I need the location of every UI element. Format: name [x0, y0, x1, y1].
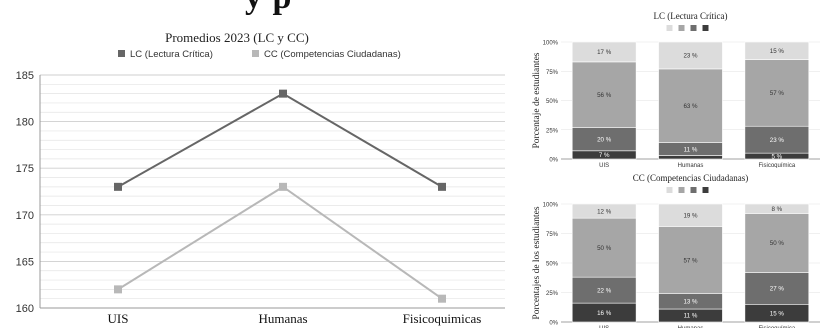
data-label: 57 % [683, 257, 698, 264]
legend-label-0: LC (Lectura Crítica) [130, 49, 213, 60]
legend-swatch-0 [118, 50, 125, 57]
y-tick-label: 100% [543, 41, 559, 47]
chart-legend [666, 187, 709, 193]
bar-segment [744, 203, 810, 214]
chart-legend: LC (Lectura Crítica) CC (Competencias Ciu… [118, 49, 401, 60]
data-label: 19 % [683, 212, 698, 219]
data-point [279, 182, 287, 191]
x-tick-label: Fisicoquímica [758, 163, 795, 168]
data-label: 11 % [684, 146, 698, 153]
data-label: 23 % [770, 137, 785, 144]
data-label: 16 % [597, 310, 612, 317]
data-label: 8 % [771, 206, 782, 213]
data-label: 23 % [683, 53, 698, 60]
cropped-page-heading: y p [0, 0, 823, 24]
bar-segment [658, 226, 723, 294]
data-label: 20 % [597, 136, 612, 143]
chart-title: Promedios 2023 (LC y CC) [165, 30, 309, 45]
legend-swatch [678, 25, 685, 31]
y-tick-label: 25% [546, 128, 559, 134]
data-point [114, 182, 122, 191]
legend-swatch [666, 25, 673, 31]
bar-segment [571, 217, 637, 278]
bar-segment [744, 125, 810, 154]
y-tick-label: 75% [546, 70, 559, 76]
y-tick-label: 170 [16, 210, 34, 222]
y-tick-label: 175 [16, 163, 34, 175]
y-tick-label: 25% [546, 291, 559, 297]
data-label: 11 % [684, 313, 698, 320]
y-tick-label: 100% [543, 203, 559, 209]
stacked-bar-chart-lc: LC (Lectura Crítica) Porcentaje de estudi… [532, 11, 820, 168]
legend-label-1: CC (Competencias Ciudadanas) [264, 49, 401, 60]
data-label: 63 % [683, 103, 698, 110]
legend-swatch-1 [252, 50, 259, 57]
bar-segment [744, 41, 810, 60]
cropped-heading-text: y p [245, 0, 292, 17]
chart-legend [666, 25, 709, 31]
y-tick-label: 160 [16, 303, 34, 315]
line-chart-promedios: Promedios 2023 (LC y CC) LC (Lectura Crít… [16, 30, 505, 326]
data-label: 15 % [770, 310, 785, 317]
data-label: 50 % [770, 240, 785, 247]
data-point [438, 294, 446, 303]
data-label: 17 % [597, 49, 612, 56]
bar-segment [744, 213, 810, 273]
bar-segment [571, 203, 637, 219]
x-tick-label: UIS [108, 311, 129, 326]
y-axis-title: Porcentajes de los estudiantes [532, 206, 542, 319]
y-tick-label: 50% [546, 99, 559, 105]
y-tick-label: 50% [546, 262, 559, 268]
y-tick-label: 180 [16, 117, 34, 129]
data-label: 12 % [597, 208, 612, 215]
data-label: 50 % [597, 245, 612, 252]
data-label: 57 % [770, 90, 785, 97]
x-tick-label: Humanas [678, 163, 704, 168]
data-label: 56 % [597, 92, 612, 99]
legend-swatch [690, 187, 697, 193]
chart-title: LC (Lectura Crítica) [654, 11, 728, 21]
data-label: 5 % [771, 153, 782, 160]
x-tick-label: Fisicoquimicas [403, 311, 482, 326]
y-tick-label: 165 [16, 256, 34, 268]
bar-segment [744, 272, 810, 305]
x-tick-label: Humanas [678, 326, 704, 328]
x-tick-label: UIS [599, 326, 609, 328]
bar-segment [658, 203, 723, 227]
legend-swatch [678, 187, 685, 193]
legend-swatch [702, 187, 709, 193]
data-point [279, 89, 287, 98]
bar-segment [571, 41, 637, 63]
y-tick-label: 0% [549, 321, 558, 327]
x-tick-label: Humanas [258, 311, 307, 326]
data-label: 27 % [770, 286, 785, 293]
bar-segment [744, 59, 810, 127]
chart-title: CC (Competencias Ciudadanas) [633, 173, 748, 183]
y-tick-label: 0% [549, 158, 558, 164]
y-tick-label: 185 [16, 70, 34, 82]
data-label: 15 % [770, 48, 785, 55]
bar-segment [658, 68, 723, 143]
data-point [114, 285, 122, 294]
bar-segment [571, 61, 637, 128]
data-label: 7 % [599, 152, 610, 159]
x-tick-label: UIS [599, 163, 609, 168]
data-label: 22 % [597, 287, 612, 294]
data-label: 13 % [683, 299, 698, 306]
bar-segment [658, 155, 723, 160]
y-tick-label: 75% [546, 232, 559, 238]
data-point [438, 182, 446, 191]
bar-segment [658, 41, 723, 70]
x-tick-label: Fisicoquímica [758, 326, 795, 328]
legend-swatch [666, 187, 673, 193]
legend-swatch [690, 25, 697, 31]
legend-swatch [702, 25, 709, 31]
stacked-bar-chart-cc: CC (Competencias Ciudadanas) Porcentajes … [532, 173, 820, 328]
y-axis-title: Porcentaje de estudiantes [532, 52, 542, 148]
